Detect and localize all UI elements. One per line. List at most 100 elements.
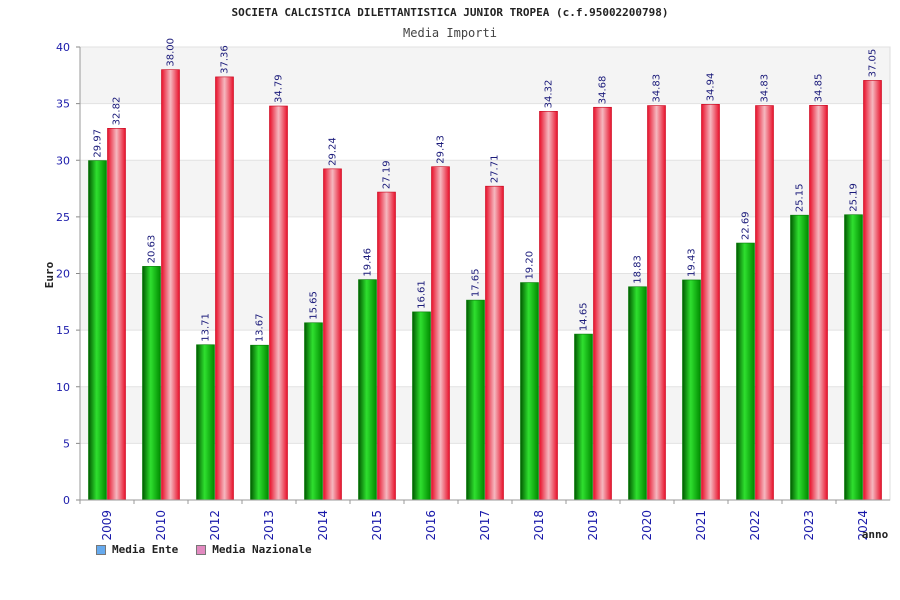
- x-tick-label: 2017: [478, 510, 492, 541]
- bar-media-ente: [358, 279, 377, 501]
- data-label: 34.32: [544, 80, 555, 109]
- x-tick-label: 2010: [154, 510, 168, 541]
- bar-media-ente: [250, 344, 269, 501]
- data-label: 19.20: [525, 251, 536, 280]
- data-label: 27.19: [382, 160, 393, 189]
- data-label: 22.69: [741, 211, 752, 240]
- bar-media-nazionale: [323, 168, 342, 501]
- data-labels: 29.97 32.82 20.63 38.00 13.71 37.36 13.67 34.79…: [93, 38, 879, 342]
- legend-swatch: [196, 544, 207, 555]
- bar-media-ente: [304, 322, 323, 501]
- y-tick-label: 5: [63, 437, 70, 450]
- bar-media-nazionale: [215, 76, 234, 501]
- bar-media-ente: [142, 266, 161, 501]
- data-label: 19.46: [363, 248, 374, 277]
- y-tick-label: 15: [56, 324, 70, 337]
- data-label: 34.85: [814, 74, 825, 103]
- data-label: 20.63: [147, 235, 158, 264]
- data-label: 37.05: [868, 49, 879, 78]
- x-tick-label: 2015: [370, 510, 384, 541]
- bar-media-nazionale: [107, 128, 126, 501]
- x-axis: 2009 2010 2012 2013 2014 2015 2016 2017 2018 2019…: [79, 499, 890, 541]
- bar-media-nazionale: [269, 105, 288, 501]
- bars: [88, 69, 882, 501]
- bar-media-ente: [466, 299, 485, 501]
- data-label: 15.65: [309, 291, 320, 320]
- x-tick-label: 2020: [640, 510, 654, 541]
- x-tick-label: 2009: [100, 510, 114, 541]
- x-tick-label: 2019: [586, 510, 600, 541]
- bar-media-ente: [574, 333, 593, 501]
- bar-media-nazionale: [539, 111, 558, 501]
- x-tick-label: 2022: [748, 510, 762, 541]
- chart-title: SOCIETA CALCISTICA DILETTANTISTICA JUNIO…: [231, 6, 669, 19]
- data-label: 13.71: [201, 313, 212, 342]
- legend: Media Ente Media Nazionale: [96, 543, 312, 556]
- x-tick-label: 2016: [424, 510, 438, 541]
- plot-band: [80, 443, 890, 500]
- chart-subtitle: Media Importi: [403, 26, 497, 40]
- y-axis-title: Euro: [43, 261, 56, 288]
- x-tick-label: 2014: [316, 510, 330, 541]
- y-tick-label: 0: [63, 494, 70, 507]
- bar-media-nazionale: [755, 105, 774, 501]
- bar-media-ente: [844, 214, 863, 501]
- data-label: 14.65: [579, 302, 590, 331]
- y-tick-label: 35: [56, 98, 70, 111]
- data-label: 29.97: [93, 129, 104, 158]
- bar-media-ente: [520, 282, 539, 501]
- bar-media-nazionale: [377, 191, 396, 501]
- data-label: 34.83: [760, 74, 771, 103]
- x-tick-label: 2021: [694, 510, 708, 541]
- plot-band: [80, 47, 890, 104]
- legend-swatch: [96, 544, 106, 555]
- bar-media-nazionale: [647, 105, 666, 501]
- bar-media-ente: [628, 286, 647, 501]
- y-tick-label: 30: [56, 154, 70, 167]
- data-label: 29.24: [328, 137, 339, 166]
- data-label: 25.15: [795, 184, 806, 213]
- bar-media-ente: [682, 279, 701, 501]
- bar-media-nazionale: [431, 166, 450, 501]
- bar-media-ente: [736, 242, 755, 501]
- data-label: 38.00: [166, 38, 177, 67]
- data-label: 34.94: [706, 73, 717, 102]
- plot-band: [80, 330, 890, 387]
- plot-background: [79, 46, 891, 501]
- bar-media-nazionale: [809, 105, 828, 501]
- bar-media-ente: [790, 214, 809, 501]
- bar-media-ente: [88, 160, 107, 501]
- data-label: 34.68: [598, 76, 609, 105]
- data-label: 19.43: [687, 248, 698, 277]
- data-label: 25.19: [849, 183, 860, 212]
- data-label: 18.83: [633, 255, 644, 284]
- y-tick-label: 10: [56, 381, 70, 394]
- plot-band: [80, 273, 890, 331]
- legend-label: Media Ente: [112, 543, 179, 556]
- plot-band: [80, 216, 890, 274]
- legend-item-ente: Media Ente: [96, 543, 178, 556]
- bar-media-nazionale: [485, 185, 504, 501]
- data-label: 16.61: [417, 280, 428, 309]
- bar-media-nazionale: [863, 80, 882, 501]
- x-tick-label: 2023: [802, 510, 816, 541]
- x-tick-label: 2024: [856, 510, 870, 541]
- bar-media-nazionale: [161, 69, 180, 501]
- y-tick-label: 20: [56, 268, 70, 281]
- x-axis-title: anno: [862, 528, 889, 541]
- plot-band: [80, 386, 890, 444]
- x-tick-label: 2018: [532, 510, 546, 541]
- plot-band: [80, 103, 890, 161]
- data-label: 32.82: [112, 97, 123, 126]
- bar-media-ente: [412, 311, 431, 501]
- bar-media-nazionale: [701, 104, 720, 501]
- bar-media-nazionale: [593, 106, 612, 501]
- data-label: 13.67: [255, 314, 266, 343]
- x-tick-label: 2013: [262, 510, 276, 541]
- x-tick-label: 2012: [208, 510, 222, 541]
- legend-label: Media Nazionale: [212, 543, 312, 556]
- data-label: 34.79: [274, 74, 285, 103]
- data-label: 29.43: [436, 135, 447, 164]
- data-label: 27.71: [490, 155, 501, 184]
